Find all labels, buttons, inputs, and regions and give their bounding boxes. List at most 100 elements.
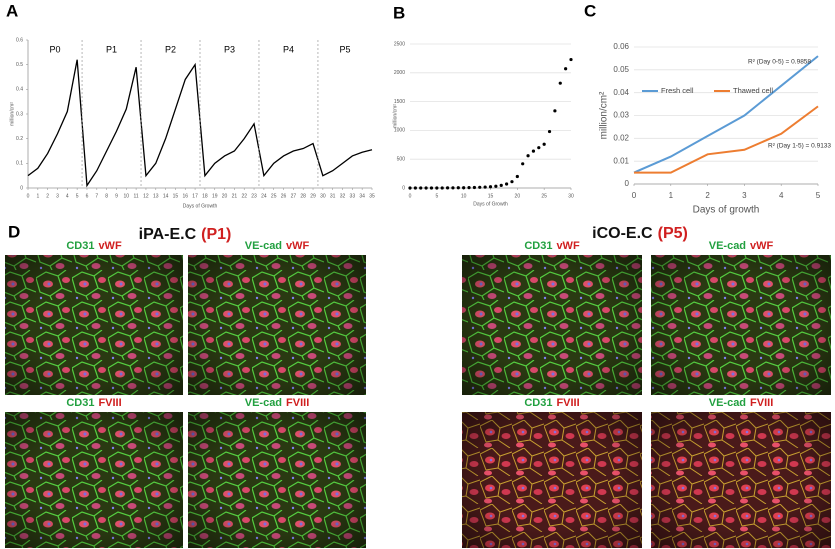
group-title: iPA-E.C (P1) <box>139 226 232 243</box>
green-marker: VE-cad <box>709 240 746 252</box>
x-tick-label: 2 <box>46 193 49 199</box>
x-tick-label: 19 <box>212 193 218 199</box>
x-tick-label: 27 <box>291 193 297 199</box>
data-line <box>634 105 819 174</box>
micrograph-shade <box>188 255 366 395</box>
point <box>515 174 519 179</box>
y-tick-label: 1000 <box>394 128 405 134</box>
group-passage: (P5) <box>658 225 688 242</box>
image-label: CD31 vWF <box>66 240 122 252</box>
green-marker: CD31 <box>524 397 552 409</box>
y-tick-label: 0.2 <box>16 136 23 142</box>
green-marker: CD31 <box>524 240 552 252</box>
x-tick-label: 29 <box>310 193 316 199</box>
y-tick-label: 500 <box>397 157 406 163</box>
y-axis-label: million/cm² <box>392 104 398 128</box>
point <box>558 81 562 85</box>
green-marker: VE-cad <box>709 397 746 409</box>
x-axis-label: Days of Growth <box>183 203 218 209</box>
x-tick-label: 9 <box>115 193 118 199</box>
point <box>408 186 412 190</box>
y-tick-label: 2000 <box>394 70 405 76</box>
y-tick-label: 0.5 <box>16 62 23 68</box>
point <box>569 57 573 62</box>
point <box>413 186 417 190</box>
y-tick-label: 0.05 <box>613 65 629 74</box>
x-tick-label: 25 <box>541 193 547 199</box>
panel-label: A <box>6 1 18 20</box>
point <box>435 186 439 190</box>
x-tick-label: 28 <box>300 193 306 199</box>
red-marker: FVIII <box>98 397 121 409</box>
point <box>547 129 552 134</box>
group-title: iCO-E.C (P5) <box>592 225 688 242</box>
image-label: VE-cad FVIII <box>709 397 774 409</box>
red-marker: vWF <box>286 240 310 252</box>
x-tick-label: 33 <box>350 193 356 199</box>
point <box>542 142 546 146</box>
x-tick-label: 5 <box>435 193 438 199</box>
red-marker: vWF <box>556 240 580 252</box>
data-line <box>633 55 819 174</box>
y-axis-label: million/cm² <box>599 91 610 139</box>
annotation: R² (Day 1-5) = 0.9133 <box>768 143 831 150</box>
point <box>521 162 525 166</box>
y-tick-label: 0.02 <box>613 133 629 142</box>
passage-label: P3 <box>224 44 235 54</box>
y-tick-label: 0 <box>625 179 630 188</box>
x-tick-label: 34 <box>359 193 365 199</box>
x-tick-label: 16 <box>182 193 188 199</box>
x-tick-label: 15 <box>173 193 179 199</box>
point <box>483 185 487 189</box>
x-axis-label: Days of growth <box>693 205 760 216</box>
y-tick-label: 0.6 <box>16 37 23 43</box>
x-tick-label: 32 <box>340 193 346 199</box>
x-tick-label: 10 <box>461 193 467 199</box>
point <box>510 180 514 184</box>
y-tick-label: 0.3 <box>16 111 23 117</box>
point <box>424 186 428 190</box>
image-label: CD31 FVIII <box>66 397 121 409</box>
x-tick-label: 10 <box>124 193 130 199</box>
passage-label: P0 <box>50 44 61 54</box>
x-tick-label: 20 <box>222 193 228 199</box>
group-name: iCO-E.C <box>592 225 653 242</box>
x-tick-label: 22 <box>241 193 247 199</box>
y-tick-label: 0 <box>20 185 23 191</box>
x-tick-label: 31 <box>330 193 336 199</box>
micrograph-shade <box>5 255 183 395</box>
x-tick-label: 25 <box>271 193 277 199</box>
y-tick-label: 0.1 <box>16 161 23 167</box>
legend-label: Fresh cell <box>661 86 694 95</box>
y-tick-label: 0.03 <box>613 111 629 120</box>
y-axis-label: million/cm² <box>9 102 15 126</box>
x-tick-label: 20 <box>515 193 521 199</box>
legend-label: Thawed cell <box>733 86 773 95</box>
panel-label: C <box>584 1 596 20</box>
x-tick-label: 17 <box>192 193 198 199</box>
point <box>456 186 460 190</box>
x-tick-label: 5 <box>76 193 79 199</box>
green-marker: CD31 <box>66 240 94 252</box>
x-tick-label: 21 <box>232 193 238 199</box>
image-label: VE-cad FVIII <box>245 397 310 409</box>
point <box>429 186 434 190</box>
x-tick-label: 8 <box>105 193 108 199</box>
x-tick-label: 30 <box>568 193 574 199</box>
x-tick-label: 26 <box>281 193 287 199</box>
x-tick-label: 30 <box>320 193 326 199</box>
passage-label: P5 <box>339 44 350 54</box>
image-label: VE-cad vWF <box>709 240 774 252</box>
x-tick-label: 1 <box>36 193 39 199</box>
annotation: R² (Day 0-5) = 0.9858 <box>748 59 811 66</box>
y-tick-label: 0.01 <box>613 156 629 165</box>
passage-label: P1 <box>106 44 117 54</box>
passage-label: P2 <box>165 44 176 54</box>
x-tick-label: 13 <box>153 193 159 199</box>
red-marker: FVIII <box>556 397 579 409</box>
x-tick-label: 5 <box>816 191 821 200</box>
panel-label: B <box>393 3 405 22</box>
x-tick-label: 35 <box>369 193 375 199</box>
